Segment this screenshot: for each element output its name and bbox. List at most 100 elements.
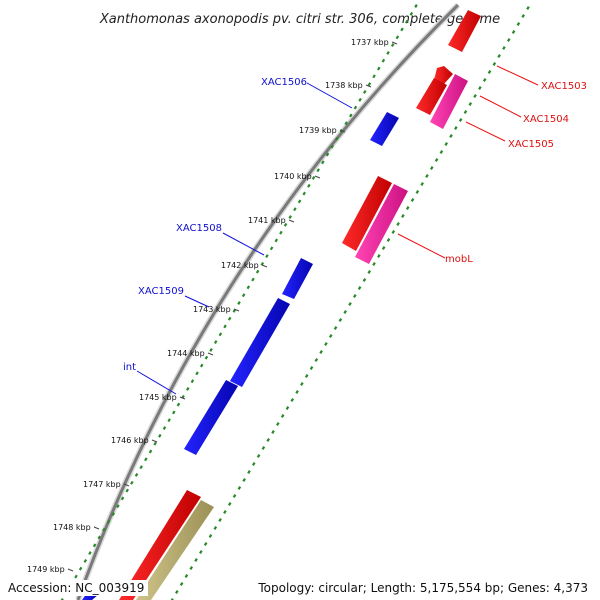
track-dash bbox=[404, 19, 409, 24]
gene-reverse-bottom[interactable] bbox=[119, 490, 201, 600]
gene-XAC1503[interactable] bbox=[448, 10, 481, 52]
track-dash bbox=[218, 518, 222, 522]
track-dash bbox=[78, 566, 83, 571]
track-dash bbox=[88, 551, 92, 556]
track-dash bbox=[516, 22, 521, 26]
tick-label: 1738 kbp bbox=[325, 81, 363, 90]
accession-label: Accession: NC_003919 bbox=[4, 580, 149, 596]
label-XAC1508[interactable]: XAC1508 bbox=[176, 223, 222, 234]
gene-mobL-partner[interactable] bbox=[355, 184, 408, 264]
track-dash bbox=[367, 270, 372, 274]
tick-label: 1742 kbp bbox=[221, 261, 259, 270]
track-dash bbox=[400, 27, 404, 32]
gene-other-bottom[interactable] bbox=[136, 500, 214, 600]
track-dash bbox=[376, 66, 381, 71]
label-XAC1504[interactable]: XAC1504 bbox=[523, 114, 569, 125]
track-dash bbox=[190, 379, 195, 384]
track-dash bbox=[300, 382, 304, 386]
track-dash bbox=[430, 166, 434, 170]
tick-label: 1737 kbp bbox=[351, 38, 389, 47]
track-dash bbox=[246, 285, 251, 290]
track-dash bbox=[92, 543, 97, 548]
track-dash bbox=[425, 174, 429, 178]
track-dash bbox=[223, 324, 227, 329]
gene-XAC1506[interactable] bbox=[370, 112, 399, 146]
track-dash bbox=[162, 426, 167, 430]
track-dash bbox=[410, 198, 415, 202]
label-int[interactable]: int bbox=[123, 362, 136, 373]
track-dash bbox=[247, 470, 251, 474]
track-dash bbox=[176, 402, 181, 407]
track-dash bbox=[521, 14, 525, 18]
label-XAC1506[interactable]: XAC1506 bbox=[261, 77, 307, 88]
tick-mark bbox=[93, 526, 100, 530]
track-dash bbox=[232, 308, 237, 313]
track-dash bbox=[396, 222, 400, 226]
label-XAC1503[interactable]: XAC1503 bbox=[541, 81, 587, 92]
track-dash bbox=[362, 278, 367, 282]
track-dash bbox=[311, 176, 316, 180]
forward-genes bbox=[82, 112, 399, 600]
track-dash bbox=[325, 152, 330, 157]
track-dash bbox=[319, 350, 323, 354]
plus-strand-dotted-track bbox=[60, 4, 418, 600]
track-dash bbox=[74, 574, 78, 579]
tick-mark bbox=[123, 483, 130, 487]
track-dash bbox=[111, 512, 116, 516]
gene-mobL[interactable] bbox=[342, 176, 392, 251]
gene-XAC1504[interactable] bbox=[434, 66, 453, 84]
gene-XAC1504b[interactable] bbox=[416, 78, 447, 115]
track-dash bbox=[227, 502, 232, 506]
track-dash bbox=[297, 199, 302, 204]
track-dash bbox=[255, 269, 260, 274]
track-dash bbox=[381, 58, 386, 63]
gene-XAC1508[interactable] bbox=[282, 258, 313, 299]
track-dash bbox=[227, 316, 232, 321]
track-dash bbox=[482, 78, 487, 82]
tick-mark bbox=[151, 439, 158, 443]
genome-summary: Topology: circular; Length: 5,175,554 bp… bbox=[254, 580, 592, 596]
track-dash bbox=[473, 94, 477, 98]
track-dash bbox=[139, 465, 143, 470]
track-dash bbox=[203, 542, 208, 546]
label-mobL[interactable]: mobL bbox=[445, 254, 473, 265]
tick-mark bbox=[233, 308, 240, 312]
track-dash bbox=[218, 332, 223, 337]
track-dash bbox=[199, 550, 203, 554]
track-dash bbox=[256, 454, 261, 458]
track-dash bbox=[290, 398, 295, 402]
track-dash bbox=[153, 441, 157, 446]
track-dash bbox=[502, 46, 506, 50]
label-XAC1505[interactable]: XAC1505 bbox=[508, 139, 554, 150]
tick-mark bbox=[179, 396, 186, 400]
track-dash bbox=[420, 182, 424, 186]
track-dash bbox=[395, 35, 400, 40]
track-dash bbox=[271, 430, 275, 434]
tick-label: 1740 kbp bbox=[274, 172, 312, 181]
track-dash bbox=[97, 535, 102, 540]
XAC1506-connector bbox=[306, 82, 353, 109]
track-dash bbox=[279, 230, 283, 235]
tick-label: 1749 kbp bbox=[27, 565, 65, 574]
track-dash bbox=[116, 504, 120, 509]
track-dash bbox=[497, 54, 501, 58]
track-dash bbox=[302, 191, 306, 196]
label-XAC1509[interactable]: XAC1509 bbox=[138, 286, 184, 297]
tick-label: 1746 kbp bbox=[111, 436, 149, 445]
track-dash bbox=[280, 414, 285, 418]
mobL-connector bbox=[397, 233, 446, 259]
track-dash bbox=[194, 558, 198, 562]
track-dash bbox=[148, 449, 153, 454]
track-dash bbox=[358, 97, 362, 102]
track-dash bbox=[295, 390, 299, 394]
track-dash bbox=[237, 486, 242, 490]
track-dash bbox=[199, 363, 204, 368]
gene-XAC1509[interactable] bbox=[230, 298, 290, 387]
track-dash bbox=[274, 238, 279, 243]
track-dash bbox=[328, 334, 333, 338]
gene-XAC1505[interactable] bbox=[430, 74, 468, 129]
track-dash bbox=[276, 422, 280, 426]
track-dash bbox=[391, 230, 396, 234]
gene-int[interactable] bbox=[184, 380, 238, 455]
